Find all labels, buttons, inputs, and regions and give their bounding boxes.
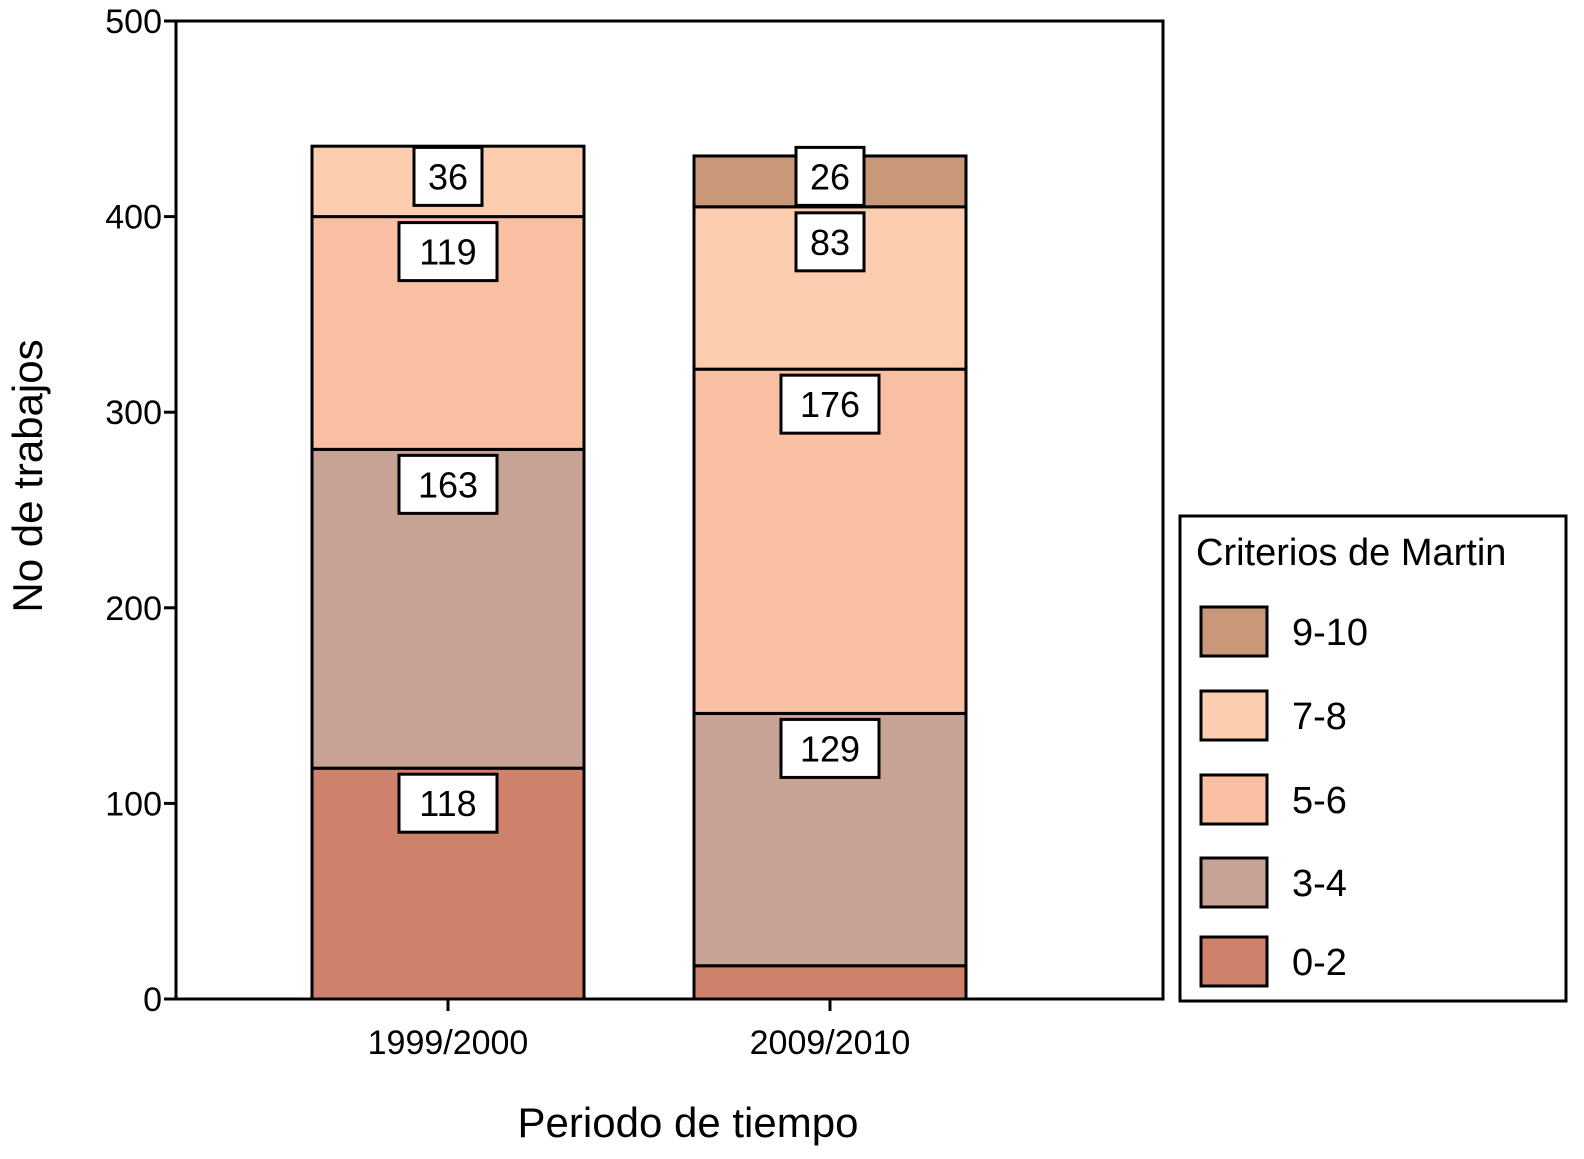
legend-title: Criterios de Martin: [1196, 532, 1506, 574]
legend-label-0-2: 0-2: [1292, 942, 1347, 984]
y-tick-label: 200: [105, 590, 162, 628]
legend-swatch-5-6: [1199, 773, 1269, 826]
y-tick-label: 300: [105, 394, 162, 432]
data-label-text: 26: [810, 156, 850, 197]
data-label-box: [397, 453, 499, 515]
data-label: 36: [412, 145, 484, 207]
x-tick-label: 1999/2000: [368, 1024, 529, 1062]
legend-swatch-7-8: [1199, 689, 1269, 742]
legend-label-7-8: 7-8: [1292, 696, 1347, 738]
legend: Criterios de Martin 9-10 7-8 5-6 3-4 0-2: [1178, 514, 1568, 1003]
data-label-text: 83: [810, 222, 850, 263]
data-label-text: 36: [428, 156, 468, 197]
data-label-box: [779, 717, 881, 779]
data-label-box: [397, 772, 499, 834]
data-label-text: 119: [419, 232, 476, 273]
data-label: 118: [397, 772, 499, 834]
legend-swatch-0-2: [1199, 935, 1269, 988]
data-label-text: 118: [419, 783, 476, 824]
y-tick-label: 500: [105, 3, 162, 41]
data-label-box: [779, 373, 881, 435]
legend-swatch-3-4: [1199, 856, 1269, 909]
data-label: 163: [397, 453, 499, 515]
data-label-box: [397, 221, 499, 283]
legend-frame: [1178, 514, 1568, 1003]
data-label-box: [794, 145, 866, 207]
data-label-box: [412, 145, 484, 207]
data-labels-layer: 118 163 119 36 129 176 83 26: [397, 145, 881, 834]
data-label-text: 163: [418, 464, 478, 505]
legend-swatch-9-10: [1199, 605, 1269, 658]
bar-segment-0-2: [692, 964, 968, 1001]
legend-label-9-10: 9-10: [1292, 612, 1368, 654]
data-label-box: [794, 211, 866, 273]
x-axis-title: Periodo de tiempo: [518, 1099, 859, 1146]
y-tick-label: 100: [105, 785, 162, 823]
legend-label-5-6: 5-6: [1292, 780, 1347, 822]
data-label: 176: [779, 373, 881, 435]
data-label: 26: [794, 145, 866, 207]
x-tick-label: 2009/2010: [750, 1024, 911, 1062]
x-axis: 1999/2000 2009/2010: [368, 999, 911, 1062]
y-tick-label: 0: [143, 981, 162, 1019]
plot-frame: [174, 19, 1165, 1001]
data-label: 129: [779, 717, 881, 779]
data-label-text: 176: [800, 384, 860, 425]
y-axis: 0 100 200 300 400 500: [105, 3, 176, 1019]
legend-label-3-4: 3-4: [1292, 863, 1347, 905]
data-label-text: 129: [800, 728, 860, 769]
y-tick-label: 400: [105, 199, 162, 237]
y-axis-title: No de trabajos: [4, 339, 51, 612]
data-label: 119: [397, 221, 499, 283]
data-label: 83: [794, 211, 866, 273]
